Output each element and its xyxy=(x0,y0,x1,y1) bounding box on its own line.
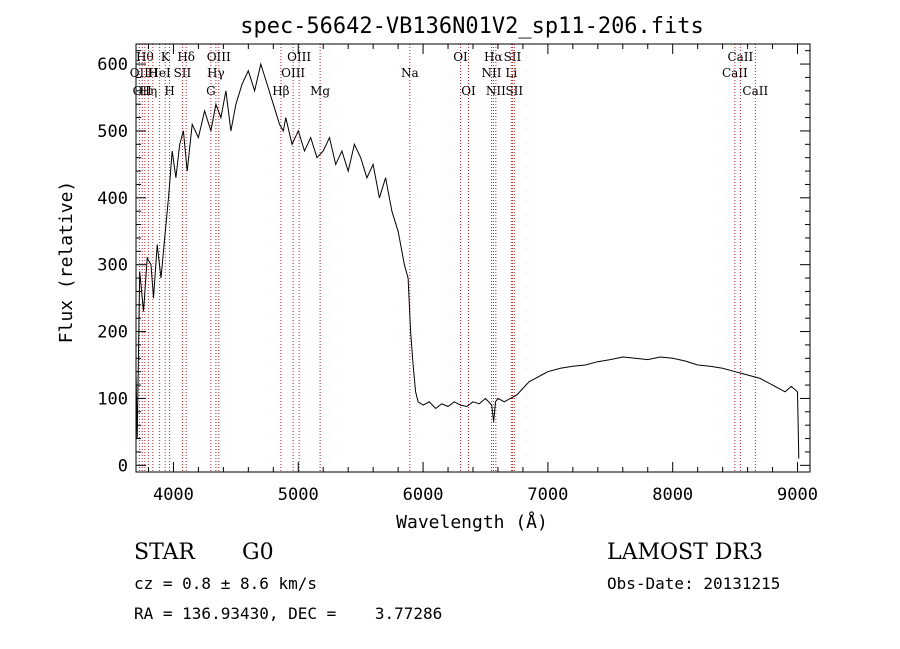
object-subclass: G0 xyxy=(242,540,274,565)
y-tick-label-300: 300 xyxy=(97,256,128,276)
y-tick-label-200: 200 xyxy=(97,323,128,343)
coordinates: RA = 136.93430, DEC = 3.77286 xyxy=(134,604,443,623)
line-marker-label-23: Li xyxy=(505,66,517,80)
survey-name: LAMOST DR3 xyxy=(607,540,763,565)
line-marker-label-2: Hθ xyxy=(136,50,154,64)
object-class: STAR xyxy=(134,540,195,565)
y-axis-label: Flux (relative) xyxy=(56,181,77,344)
x-tick-label-8000: 8000 xyxy=(652,485,693,505)
x-axis-label: Wavelength (Å) xyxy=(396,511,548,533)
line-marker-label-14: OIII xyxy=(281,66,305,80)
x-tick-label-4000: 4000 xyxy=(153,485,194,505)
line-marker-label-17: Na xyxy=(401,66,419,80)
spectrum-series-line xyxy=(135,62,800,459)
line-marker-label-9: Hδ xyxy=(177,50,195,64)
redshift-velocity: cz = 0.8 ± 8.6 km/s xyxy=(134,574,318,593)
x-tick-label-9000: 9000 xyxy=(777,485,818,505)
y-tick-label-100: 100 xyxy=(97,389,128,409)
line-marker-label-10: G xyxy=(206,84,216,98)
line-marker-label-6: K xyxy=(161,50,171,64)
line-marker-label-24: SII xyxy=(504,50,522,64)
chart-title: spec-56642-VB136N01V2_sp11-206.fits xyxy=(240,14,704,39)
y-tick-label-0: 0 xyxy=(118,456,128,476)
line-marker-label-21: Hα xyxy=(484,50,503,64)
x-tick-label-6000: 6000 xyxy=(403,485,444,505)
line-marker-label-13: Hβ xyxy=(272,84,289,98)
y-tick-label-600: 600 xyxy=(97,55,128,75)
line-markers: OIIOIIHθHηHHeIKHSIIHδGHγOIIIHβOIIIOIIIMg… xyxy=(130,44,768,472)
line-marker-label-28: CaII xyxy=(742,84,768,98)
line-marker-label-16: Mg xyxy=(310,84,330,98)
plot-frame xyxy=(135,43,811,473)
line-marker-label-19: OI xyxy=(461,84,476,98)
line-marker-label-8: SII xyxy=(174,66,192,80)
y-tick-label-400: 400 xyxy=(97,189,128,209)
line-marker-label-11: Hγ xyxy=(207,66,225,80)
x-axis-ticks: 4000 5000 6000 7000 8000 9000 xyxy=(147,44,818,505)
line-marker-label-4: H xyxy=(148,66,158,80)
line-marker-label-26: CaII xyxy=(722,66,748,80)
y-axis-ticks: 0 100 200 300 400 500 600 xyxy=(97,50,810,476)
observation-date: Obs-Date: 20131215 xyxy=(607,574,781,593)
line-marker-label-0: OII xyxy=(130,66,150,80)
line-marker-label-1: OII xyxy=(133,84,153,98)
x-tick-label-5000: 5000 xyxy=(278,485,319,505)
line-marker-label-7: H xyxy=(164,84,174,98)
y-tick-label-500: 500 xyxy=(97,122,128,142)
line-marker-label-3: Hη xyxy=(140,84,158,98)
line-marker-label-18: OI xyxy=(453,50,468,64)
line-marker-label-27: CaII xyxy=(727,50,753,64)
line-marker-label-5: HeI xyxy=(148,66,171,80)
line-marker-label-20: NII xyxy=(481,66,501,80)
line-marker-label-15: OIII xyxy=(287,50,311,64)
x-tick-label-7000: 7000 xyxy=(527,485,568,505)
line-marker-label-22: NII xyxy=(486,84,506,98)
line-marker-label-12: OIII xyxy=(207,50,231,64)
line-marker-label-25: SII xyxy=(505,84,523,98)
